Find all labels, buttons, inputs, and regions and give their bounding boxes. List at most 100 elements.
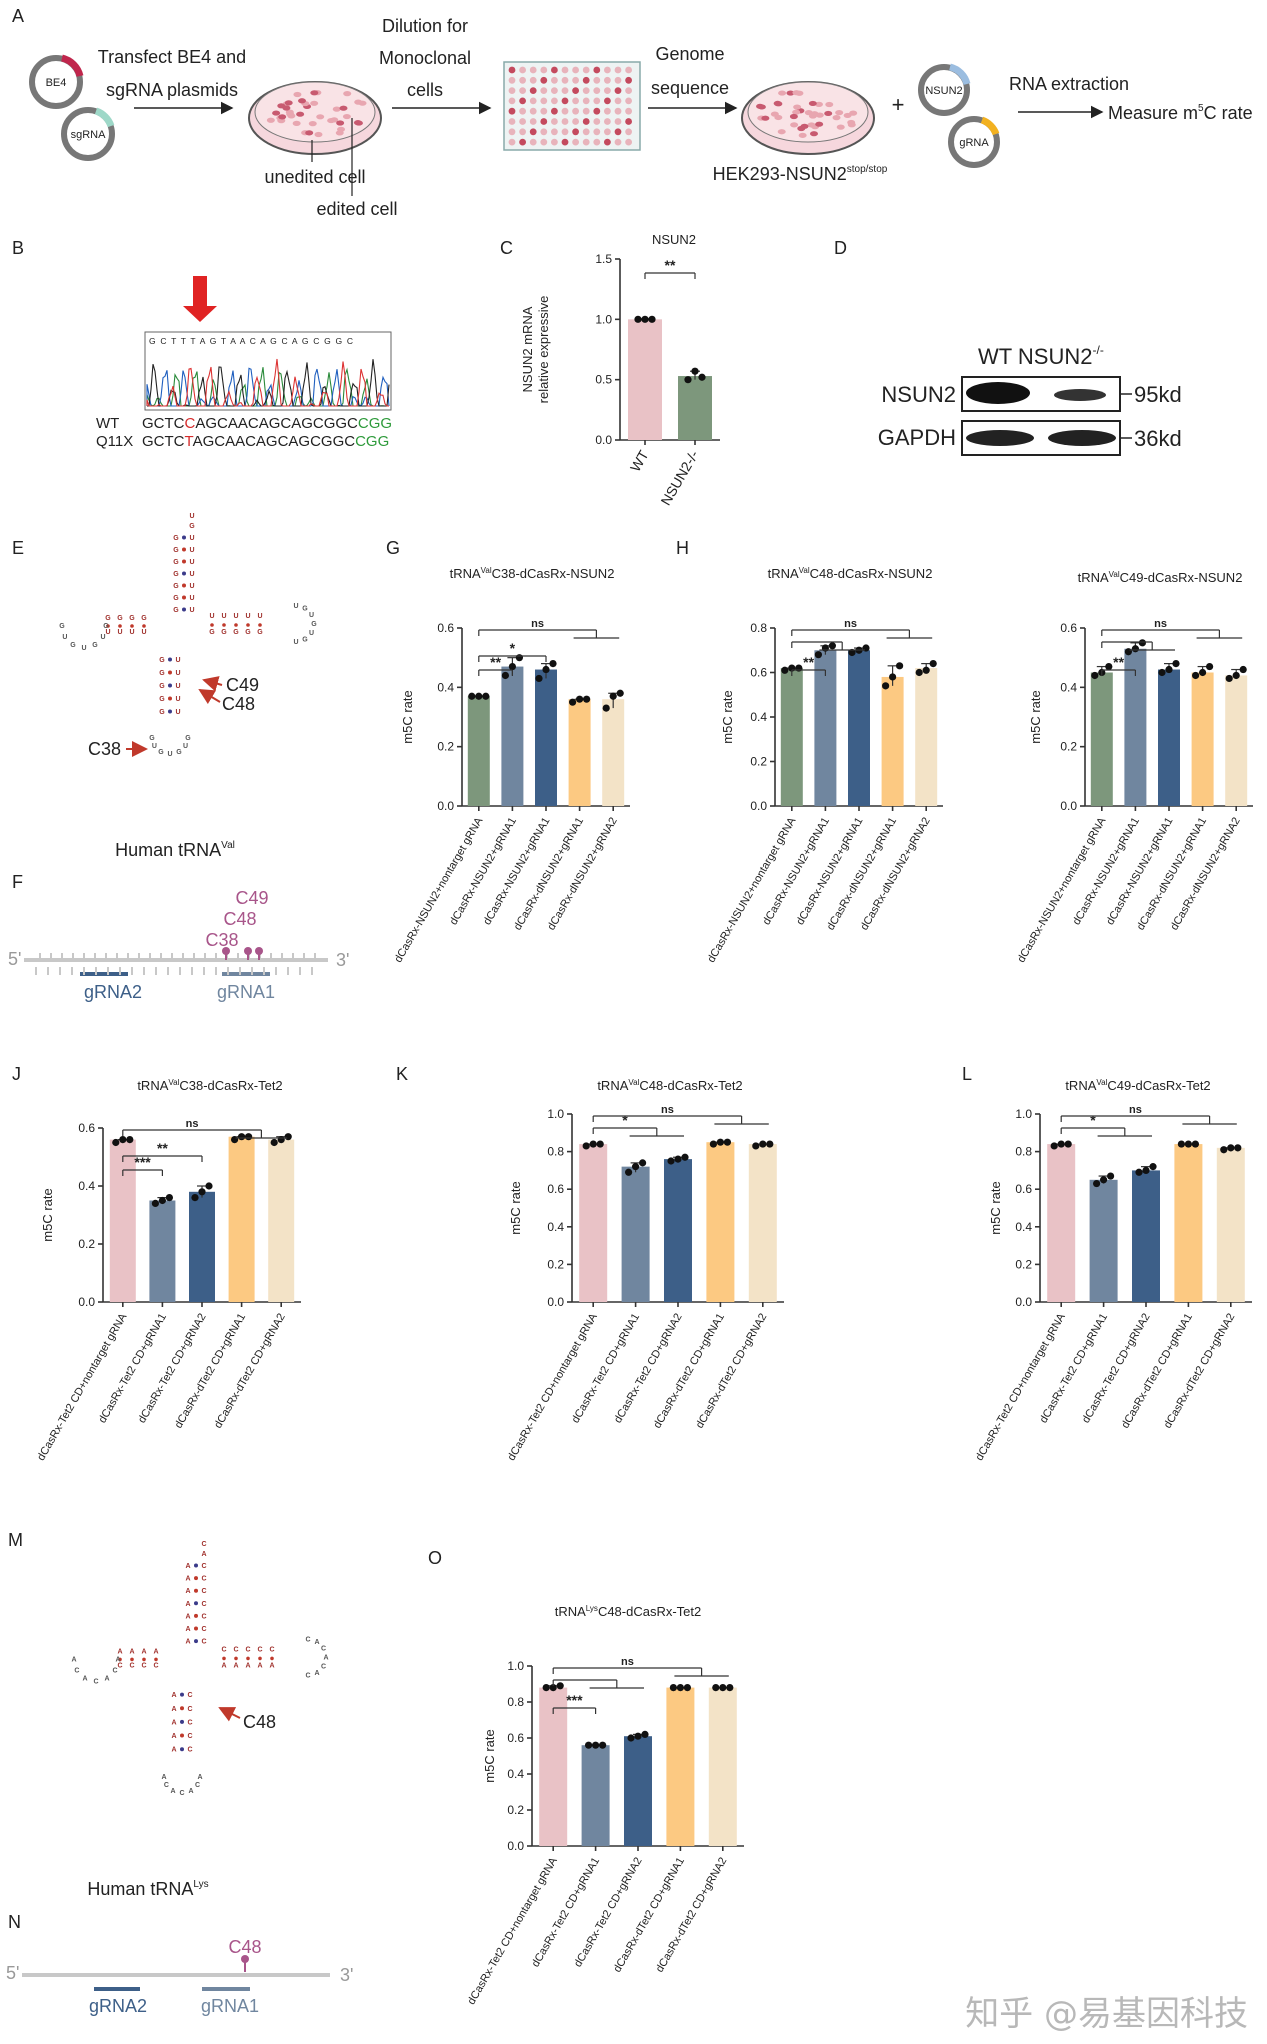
cell <box>278 114 287 120</box>
well <box>614 138 622 146</box>
plate-wells <box>508 66 632 146</box>
y-tick-L: 1.0 <box>1015 1107 1032 1121</box>
base: U <box>189 583 194 590</box>
blot-header: WT NSUN2 <box>978 344 1093 369</box>
point-H-3-0 <box>882 682 890 690</box>
well <box>508 128 516 136</box>
grna2-label-f: gRNA2 <box>84 982 142 1002</box>
well <box>551 66 558 74</box>
cell <box>847 119 856 126</box>
well <box>625 118 632 125</box>
well <box>582 118 590 125</box>
grna1-label-n: gRNA1 <box>201 1996 259 2016</box>
sig-label-H: ** <box>803 654 814 670</box>
point-G-1-2 <box>515 654 524 662</box>
cell <box>316 114 325 120</box>
cell <box>308 121 317 127</box>
cell <box>824 110 833 117</box>
base: G <box>173 595 179 602</box>
point-O-0-0 <box>542 1684 550 1692</box>
well <box>529 76 537 84</box>
point-G-2-2 <box>549 660 557 668</box>
y-tick-K: 0.8 <box>547 1145 564 1159</box>
base: G <box>159 657 165 664</box>
point-I-3-1 <box>1199 668 1207 677</box>
y-axis-label-J: m5C rate <box>40 1188 55 1241</box>
base: U <box>293 603 298 610</box>
point-L-3-1 <box>1184 1140 1192 1148</box>
base: C <box>93 1678 98 1685</box>
base: A <box>269 1662 274 1669</box>
point-I-1-1 <box>1131 645 1139 653</box>
base: U <box>175 696 180 703</box>
cell <box>843 112 852 119</box>
base: C <box>201 1588 206 1595</box>
base: U <box>175 709 180 716</box>
ticks-n <box>35 967 313 975</box>
bar-O-3 <box>666 1687 695 1846</box>
c49-label-e: C49 <box>226 675 259 695</box>
cell <box>293 91 302 98</box>
base: U <box>175 670 180 677</box>
point-K-3-0 <box>709 1140 718 1148</box>
base: G <box>159 670 165 677</box>
y-axis-label-C: relative expressive <box>536 296 551 404</box>
category-label-G-4: dCasRx-dNSUN2+gRNA2 <box>545 816 619 933</box>
base: C <box>201 1576 206 1583</box>
y-axis-label-K: m5C rate <box>508 1181 523 1234</box>
point-O-1-2 <box>599 1741 607 1749</box>
point-I-3-0 <box>1192 671 1200 680</box>
base: U <box>129 629 134 636</box>
base: C <box>257 1646 262 1653</box>
y-tick-C: 0.5 <box>595 373 612 387</box>
cell <box>354 99 363 105</box>
band-gapdh-wt <box>966 430 1034 446</box>
well <box>593 97 601 105</box>
y-tick-C: 1.5 <box>595 252 612 266</box>
base: U <box>117 629 122 636</box>
well <box>508 138 516 146</box>
well <box>529 87 537 94</box>
point-L-0-1 <box>1057 1140 1065 1148</box>
well <box>561 107 569 115</box>
base: G <box>176 749 182 756</box>
cell <box>773 100 782 107</box>
base: A <box>129 1648 134 1655</box>
cell <box>266 117 275 123</box>
bar-O-4 <box>708 1687 737 1846</box>
cell <box>339 105 348 111</box>
point-L-4-1 <box>1227 1144 1235 1152</box>
cell <box>798 132 807 138</box>
point-J-1-2 <box>165 1194 173 1202</box>
cell <box>790 122 799 128</box>
well <box>551 118 558 125</box>
point-I-2-1 <box>1165 665 1173 674</box>
panel-label-n: N <box>8 1912 21 1932</box>
point-K-3-1 <box>716 1138 725 1146</box>
base: C <box>187 1719 192 1726</box>
well <box>561 128 569 136</box>
y-tick-I: 0.4 <box>1060 680 1077 694</box>
point-J-0-1 <box>119 1136 127 1144</box>
point-H-4-0 <box>915 668 923 677</box>
category-label-I-4: dCasRx-dNSUN2+gRNA2 <box>1168 816 1242 933</box>
base: C <box>195 1782 200 1789</box>
base: G <box>245 629 251 636</box>
panel-label-f: F <box>12 872 23 892</box>
point-O-1-0 <box>585 1741 593 1749</box>
c49-label-f: C49 <box>235 888 268 908</box>
sig-label-K: ns <box>661 1104 674 1116</box>
point-G-0-1 <box>475 692 483 700</box>
well <box>614 87 622 94</box>
base: C <box>141 1662 146 1669</box>
well <box>540 138 548 146</box>
base: G <box>59 623 65 630</box>
bar-H-1 <box>814 650 837 806</box>
base: C <box>187 1692 192 1699</box>
well <box>625 97 632 105</box>
y-tick-O: 0.2 <box>507 1803 524 1817</box>
cell <box>327 117 336 124</box>
panel-label-a: A <box>12 6 24 26</box>
point-C-1-0 <box>684 376 692 384</box>
well <box>614 107 622 115</box>
